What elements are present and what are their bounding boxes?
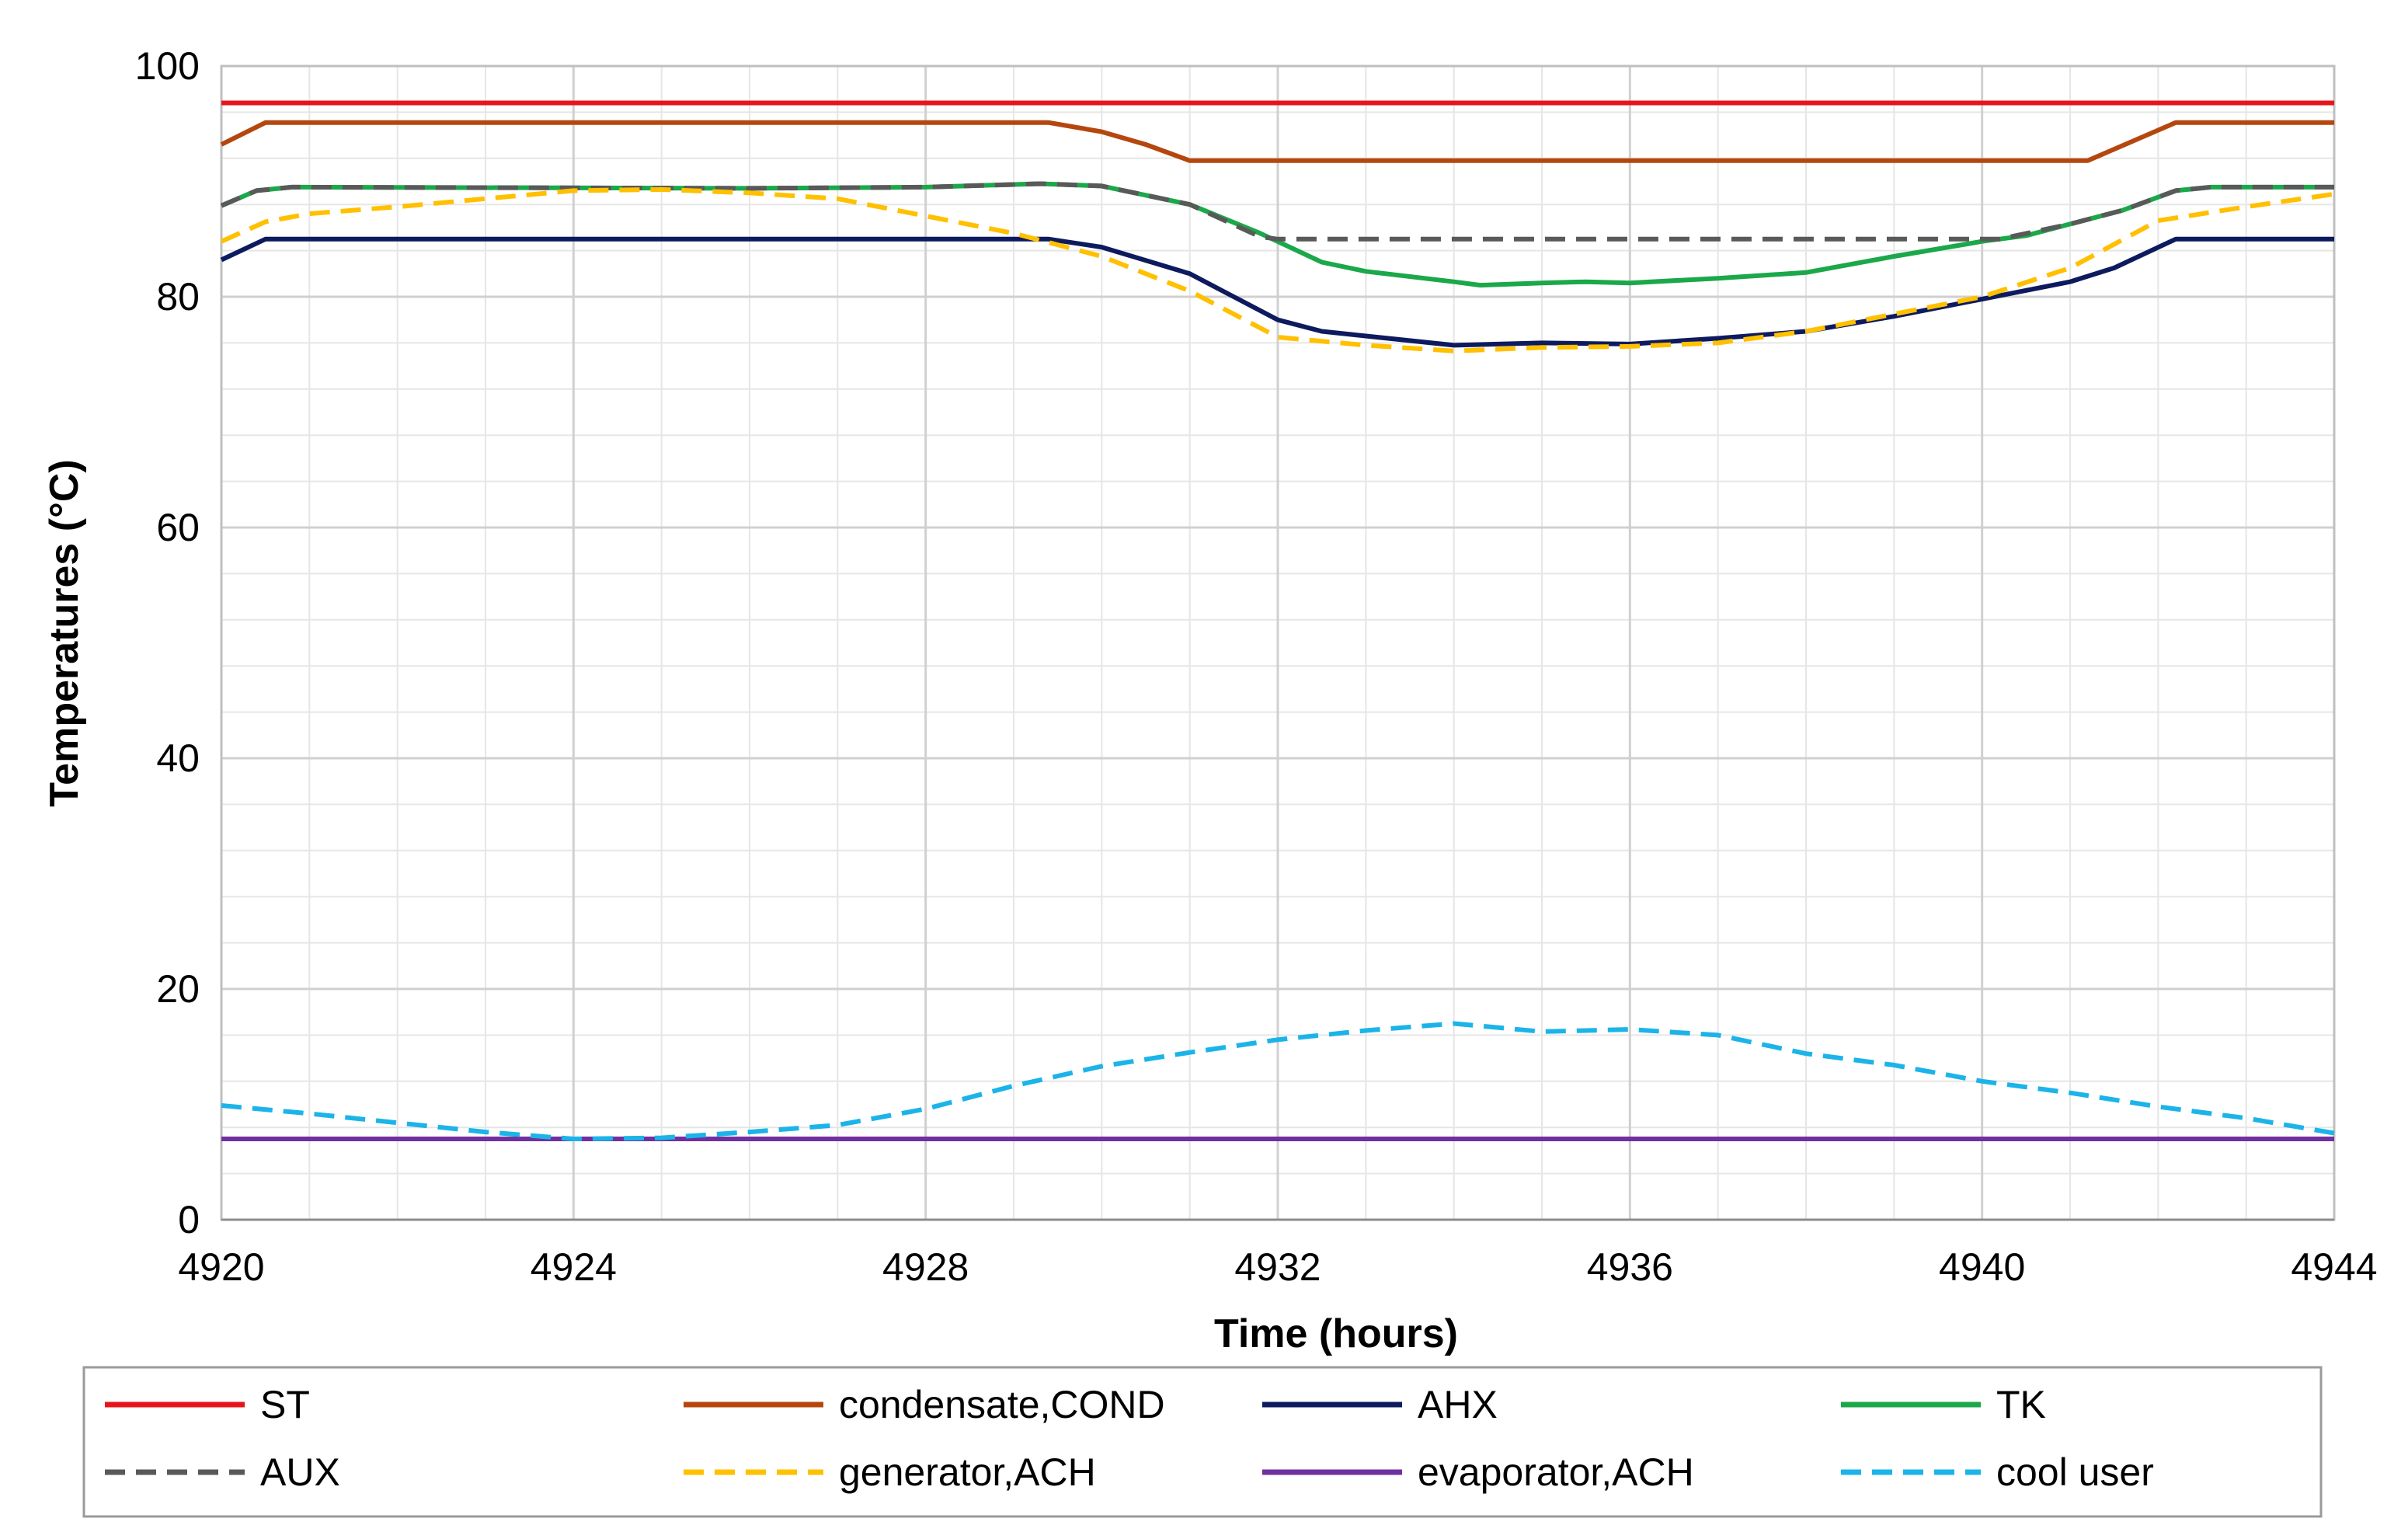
legend-label-evaporator-ach: evaporator,ACH	[1418, 1450, 1694, 1494]
y-tick-label: 80	[156, 275, 200, 319]
x-tick-label: 4932	[1234, 1245, 1321, 1289]
x-tick-label: 4940	[1939, 1245, 2025, 1289]
legend: ST condensate,COND AHX TK AUX generator,ACH ev…	[82, 1366, 2323, 1518]
legend-label-generator-ach: generator,ACH	[839, 1450, 1096, 1494]
x-tick-label: 4944	[2291, 1245, 2377, 1289]
x-axis-title: Time (hours)	[1214, 1311, 1458, 1356]
series-lines	[220, 100, 2335, 1141]
y-tick-label: 100	[135, 44, 200, 88]
grid	[220, 64, 2336, 1221]
legend-label-st: ST	[260, 1383, 310, 1426]
series-line-cool-user	[221, 1021, 2335, 1141]
series-line-generator-ach	[220, 186, 2335, 353]
x-tick-label: 4924	[531, 1245, 617, 1289]
legend-box	[82, 1366, 2323, 1518]
series-line-ahx	[220, 236, 2334, 348]
legend-label-ahx: AHX	[1418, 1383, 1498, 1426]
y-tick-label: 40	[156, 736, 200, 780]
legend-label-cool-user: cool user	[1996, 1450, 2154, 1494]
y-axis-title: Temperatures (°C)	[42, 459, 87, 806]
x-tick-label: 4920	[178, 1245, 264, 1289]
legend-label-tk: TK	[1996, 1383, 2046, 1426]
x-tick-label: 4936	[1587, 1245, 1673, 1289]
x-tick-label: 4928	[882, 1245, 969, 1289]
series-line-aux	[220, 181, 2334, 242]
axes	[220, 64, 2336, 1221]
y-tick-label: 60	[156, 506, 200, 549]
y-tick-label: 20	[156, 967, 200, 1011]
y-tick-label: 0	[178, 1198, 200, 1241]
legend-label-condensate-cond: condensate,COND	[839, 1383, 1165, 1426]
tick-labels: 4920 4924 4928 4932 4936 4940 4944 0 20 40 60 80 100	[135, 44, 2378, 1289]
legend-label-aux: AUX	[260, 1450, 340, 1494]
series-line-condensate-cond	[220, 120, 2334, 163]
